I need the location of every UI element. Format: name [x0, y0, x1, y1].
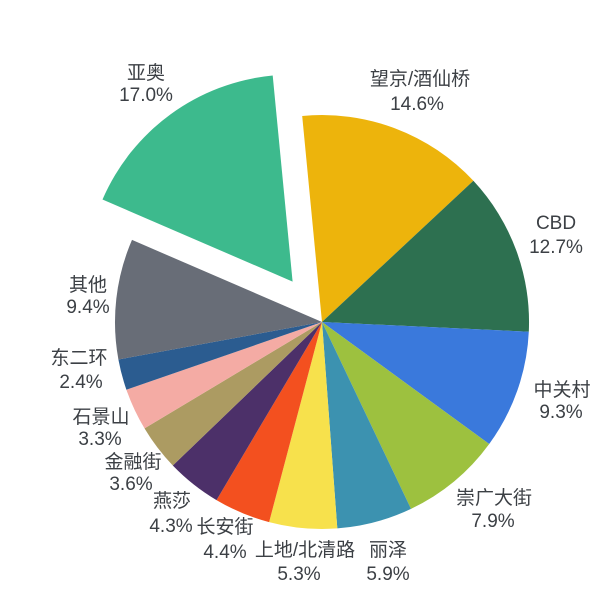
pie-slice-label: CBD: [536, 213, 576, 234]
pie-slice-3: [322, 322, 490, 509]
pie-slice-12: [102, 75, 293, 282]
pie-slice-label: 亚奥: [127, 62, 165, 84]
pie-slice-9: [126, 322, 323, 429]
pie-slice-label: 丽泽: [369, 540, 407, 561]
pie-slice-2: [322, 322, 529, 444]
pie-slice-label: 东二环: [50, 347, 107, 369]
pie-slice-pct: 9.3%: [539, 402, 582, 423]
pie-slice-pct: 4.3%: [149, 516, 192, 537]
pie-slice-10: [118, 322, 323, 390]
pie-slice-5: [269, 322, 338, 529]
pie-slice-7: [172, 322, 322, 501]
pie-slice-label: 石景山: [72, 406, 129, 428]
pie-slice-11: [114, 239, 322, 360]
pie-slice-pct: 5.9%: [366, 564, 409, 585]
pie-slice-label: 燕莎: [153, 490, 191, 512]
pie-slice-pct: 12.7%: [529, 237, 583, 258]
pie-slice-pct: 14.6%: [390, 94, 444, 115]
pie-slice-pct: 7.9%: [471, 511, 514, 532]
pie-slice-8: [144, 322, 322, 466]
pie-slice-label: 其他: [69, 274, 107, 296]
pie-slice-pct: 9.4%: [66, 297, 109, 318]
pie-slice-label: 崇广大街: [456, 487, 532, 509]
pie-slice-pct: 3.3%: [78, 429, 121, 450]
pie-slice-pct: 3.6%: [109, 474, 152, 495]
pie-slice-6: [216, 322, 322, 523]
pie-slice-label: 中关村: [533, 379, 590, 401]
pie-slice-4: [322, 322, 411, 529]
pie-slice-1: [322, 180, 530, 332]
pie-slice-0: [302, 115, 474, 323]
pie-slice-pct: 2.4%: [59, 372, 102, 393]
pie-slice-label: 上地/北清路: [255, 539, 355, 561]
pie-slice-pct: 5.3%: [277, 564, 320, 585]
pie-slice-pct: 17.0%: [119, 85, 173, 106]
pie-slice-pct: 4.4%: [203, 542, 246, 563]
pie-slice-label: 金融街: [104, 451, 161, 473]
pie-slice-label: 望京/酒仙桥: [370, 68, 470, 90]
pie-slice-label: 长安街: [196, 516, 253, 538]
